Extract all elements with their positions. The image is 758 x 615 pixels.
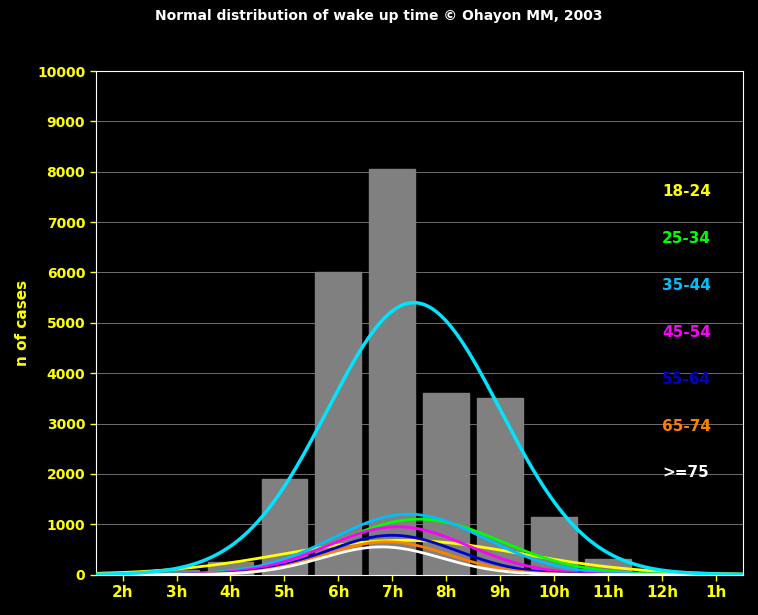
Bar: [424, 394, 469, 574]
Bar: [315, 272, 362, 574]
Bar: [99, 572, 146, 574]
Text: 65-74: 65-74: [662, 419, 711, 434]
Bar: [369, 169, 415, 574]
Bar: [693, 573, 739, 574]
Bar: [531, 517, 577, 574]
Bar: [154, 569, 199, 574]
Bar: [262, 479, 307, 574]
Text: 35-44: 35-44: [662, 278, 711, 293]
Bar: [585, 560, 631, 574]
Bar: [478, 399, 523, 574]
Text: 18-24: 18-24: [662, 184, 711, 199]
Text: Normal distribution of wake up time © Ohayon MM, 2003: Normal distribution of wake up time © Oh…: [155, 9, 603, 23]
Text: >=75: >=75: [662, 466, 709, 480]
Bar: [208, 562, 253, 574]
Y-axis label: n of cases: n of cases: [15, 280, 30, 366]
Text: 45-54: 45-54: [662, 325, 711, 340]
Text: 25-34: 25-34: [662, 231, 711, 246]
Bar: [639, 571, 685, 574]
Text: 55-64: 55-64: [662, 371, 711, 387]
